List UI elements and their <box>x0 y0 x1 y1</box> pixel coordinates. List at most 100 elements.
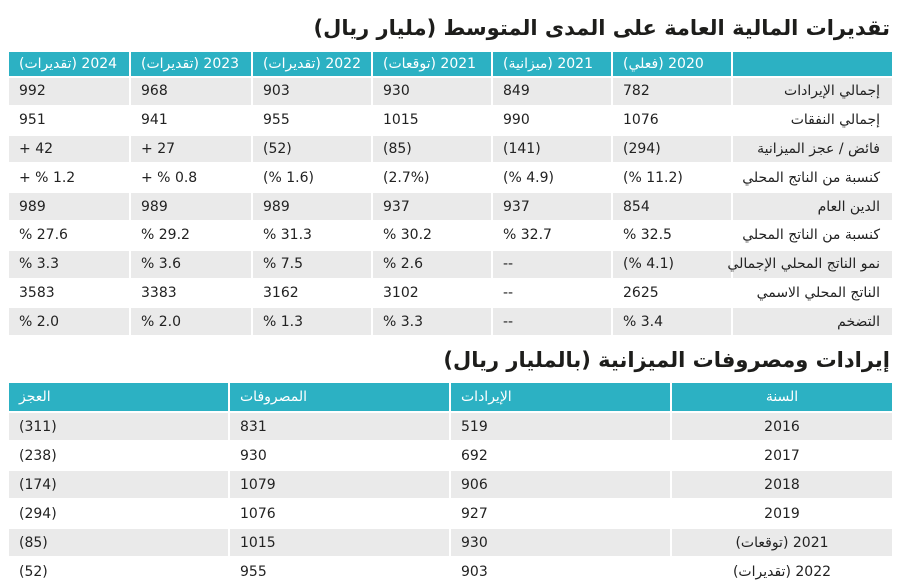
table-cell: 968 <box>129 76 252 106</box>
table-cell: (4.9 %) <box>491 162 612 193</box>
year-cell: 2016 <box>670 411 892 441</box>
table-cell: 27 + <box>129 133 252 164</box>
table-cell: 3.6 % <box>129 248 252 279</box>
table-cell: (294) <box>611 133 732 164</box>
table-cell: 951 <box>7 104 130 135</box>
deficit-cell: (311) <box>7 411 229 441</box>
table-cell: 992 <box>7 76 130 106</box>
row-label: التضخم <box>731 306 892 336</box>
row-label: كنسبة من الناتج المحلي <box>731 162 892 193</box>
table-cell: 903 <box>251 76 372 106</box>
table-header-row: 2020 (فعلي) 2021 (ميزانية) 2021 (توقعات) 20… <box>7 52 892 77</box>
table-row: الناتج المحلي الاسمي 2625 -- 3102 3162 3383 35… <box>7 277 892 308</box>
table-cell: 7.5 % <box>251 248 372 279</box>
table-cell: 2.6 % <box>371 248 492 279</box>
table-cell: 32.5 % <box>611 219 732 250</box>
table-cell: 1015 <box>371 104 492 135</box>
row-label: إجمالي النفقات <box>731 104 892 135</box>
table-cell: 32.7 % <box>491 219 612 250</box>
table-cell: 1.2 % + <box>7 162 130 193</box>
table-row: كنسبة من الناتج المحلي 32.5 % 32.7 % 30.2 %… <box>7 219 892 250</box>
expenditure-cell: 1076 <box>228 498 450 528</box>
table-cell: (141) <box>491 133 612 164</box>
column-header: 2022 (تقديرات) <box>251 52 372 77</box>
column-header: العجز <box>7 383 229 412</box>
table-row: إجمالي النفقات 1076 990 1015 955 941 951 <box>7 104 892 135</box>
table-row: 2021 (توقعات) 930 1015 (85) <box>7 527 892 557</box>
table-cell: (2.7%) <box>371 162 492 193</box>
table-row: 2019 927 1076 (294) <box>7 498 892 528</box>
table-cell: 937 <box>491 191 612 221</box>
column-header: 2021 (ميزانية) <box>491 52 612 77</box>
column-header: السنة <box>670 383 892 412</box>
table-row: 2018 906 1079 (174) <box>7 469 892 499</box>
table-cell: 989 <box>129 191 252 221</box>
table-cell: -- <box>491 277 612 308</box>
table-cell: -- <box>491 306 612 336</box>
expenditure-cell: 831 <box>228 411 450 441</box>
column-header: 2020 (فعلي) <box>611 52 732 77</box>
table-row: الدين العام 854 937 937 989 989 989 <box>7 191 892 221</box>
deficit-cell: (238) <box>7 440 229 470</box>
table-cell: 3162 <box>251 277 372 308</box>
table-cell: (11.2 %) <box>611 162 732 193</box>
table-cell: 989 <box>251 191 372 221</box>
year-cell: 2021 (توقعات) <box>670 527 892 557</box>
table-row: التضخم 3.4 % -- 3.3 % 1.3 % 2.0 % 2.0 % <box>7 306 892 336</box>
table-cell: 2.0 % <box>7 306 130 336</box>
table-cell: 930 <box>371 76 492 106</box>
table-cell: 937 <box>371 191 492 221</box>
table-cell: 0.8 % + <box>129 162 252 193</box>
revenue-cell: 927 <box>449 498 671 528</box>
column-header: الإيرادات <box>449 383 671 412</box>
table-cell: 849 <box>491 76 612 106</box>
table-cell: 1.3 % <box>251 306 372 336</box>
table-cell: 3.3 % <box>371 306 492 336</box>
table-cell: 782 <box>611 76 732 106</box>
expenditure-cell: 930 <box>228 440 450 470</box>
table-cell: 3383 <box>129 277 252 308</box>
table-cell: 854 <box>611 191 732 221</box>
table-row: إجمالي الإيرادات 782 849 930 903 968 992 <box>7 76 892 106</box>
row-label: كنسبة من الناتج المحلي <box>731 219 892 250</box>
table-cell: 3102 <box>371 277 492 308</box>
revenue-cell: 930 <box>449 527 671 557</box>
year-cell: 2019 <box>670 498 892 528</box>
deficit-cell: (85) <box>7 527 229 557</box>
row-label: الدين العام <box>731 191 892 221</box>
table-cell: 29.2 % <box>129 219 252 250</box>
table-cell: 30.2 % <box>371 219 492 250</box>
revenue-cell: 906 <box>449 469 671 499</box>
table-cell: 989 <box>7 191 130 221</box>
table-cell: 42 + <box>7 133 130 164</box>
expenditure-cell: 1015 <box>228 527 450 557</box>
table-row: 2017 692 930 (238) <box>7 440 892 470</box>
row-label: نمو الناتج المحلي الإجمالي <box>727 248 892 279</box>
table-row: فائض / عجز الميزانية (294) (141) (85) (52) 27… <box>7 133 892 164</box>
table-cell: 955 <box>251 104 372 135</box>
table-row: نمو الناتج المحلي الإجمالي (4.1 %) -- 2.6 %… <box>7 248 892 279</box>
column-header: 2021 (توقعات) <box>371 52 492 77</box>
revenue-cell: 692 <box>449 440 671 470</box>
budget-revenue-expenditure-table: السنة الإيرادات المصروفات العجز 2016 519 831(… <box>7 383 892 585</box>
table-row: كنسبة من الناتج المحلي (11.2 %) (4.9 %) (2.… <box>7 162 892 193</box>
fiscal-estimates-table: 2020 (فعلي) 2021 (ميزانية) 2021 (توقعات) 20… <box>7 52 892 336</box>
row-label: إجمالي الإيرادات <box>731 76 892 106</box>
table-cell: (85) <box>371 133 492 164</box>
deficit-cell: (294) <box>7 498 229 528</box>
expenditure-cell: 1079 <box>228 469 450 499</box>
table-cell: 990 <box>491 104 612 135</box>
table-cell: (4.1 %) <box>611 248 732 279</box>
column-header: 2024 (تقديرات) <box>7 52 130 77</box>
year-cell: 2022 (تقديرات) <box>670 556 892 585</box>
table-cell: 941 <box>129 104 252 135</box>
year-cell: 2018 <box>670 469 892 499</box>
table-cell: 3583 <box>7 277 130 308</box>
table-cell: -- <box>491 248 612 279</box>
row-label: فائض / عجز الميزانية <box>731 133 892 164</box>
row-label: الناتج المحلي الاسمي <box>731 277 892 308</box>
fiscal-estimates-title: تقديرات المالية العامة على المدى المتوسط… <box>313 16 891 40</box>
table-cell: 27.6 % <box>7 219 130 250</box>
revenue-cell: 903 <box>449 556 671 585</box>
